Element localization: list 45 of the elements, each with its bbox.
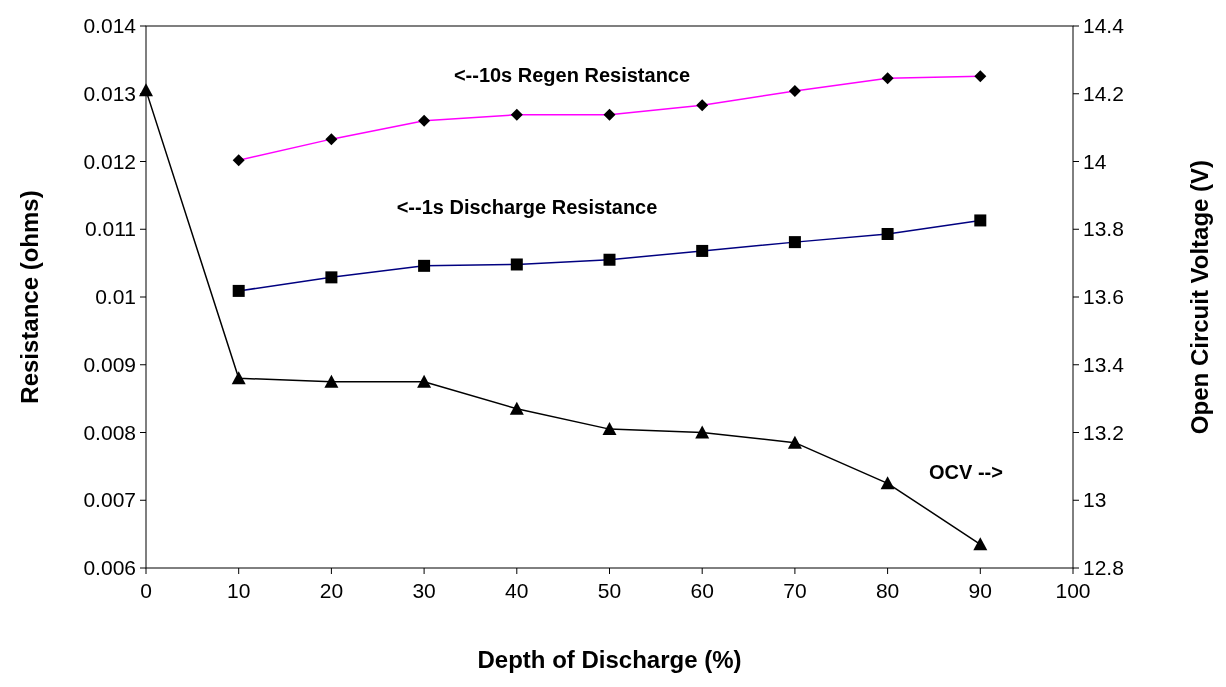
x-tick-label: 50 (597, 579, 622, 602)
point (787, 435, 802, 449)
x-tick-label: 100 (1055, 579, 1091, 602)
point (602, 422, 617, 436)
y2-tick-label: 13.6 (1083, 285, 1124, 308)
x-tick-label: 90 (968, 579, 992, 602)
y-tick-label: 0.01 (95, 285, 136, 308)
y-tick-label: 0.013 (83, 81, 136, 105)
y-tick-label: 0.006 (83, 556, 136, 579)
x-tick-label: 0 (140, 579, 152, 602)
y-tick-label: 0.007 (83, 488, 136, 512)
x-tick-label: 30 (412, 579, 436, 602)
point (231, 371, 246, 385)
point (973, 537, 988, 551)
y-tick-label: 0.014 (83, 14, 137, 37)
y-tick-label: 0.011 (85, 217, 136, 241)
x-tick-label: 60 (690, 579, 714, 602)
x-tick-label: 70 (783, 579, 807, 602)
y2-tick-label: 14.2 (1083, 81, 1124, 105)
y-axis-title: Resistance (ohms) (16, 190, 43, 404)
point (880, 476, 895, 490)
annotation: OCV --> (929, 461, 1003, 483)
point (139, 83, 153, 97)
y-tick-label: 0.009 (83, 352, 136, 376)
annotation: <--10s Regen Resistance (453, 64, 691, 86)
annotation: <--1s Discharge Resistance (396, 196, 658, 218)
y2-tick-label: 13.8 (1083, 217, 1124, 241)
y2-tick-label: 14 (1083, 149, 1107, 173)
point (417, 374, 432, 388)
y-tick-label: 0.008 (83, 420, 136, 444)
point (509, 401, 524, 415)
x-tick-label: 10 (227, 579, 251, 602)
y-tick-label: 0.012 (83, 149, 136, 173)
y2-tick-label: 12.8 (1083, 556, 1124, 579)
y2-axis-title: Open Circuit Voltage (V) (1186, 159, 1213, 435)
x-tick-label: 40 (505, 579, 529, 602)
x-tick-label: 80 (875, 579, 900, 602)
y2-tick-label: 13 (1083, 488, 1107, 512)
x-tick-label: 20 (319, 579, 344, 602)
x-axis-title: Depth of Discharge (%) (477, 646, 742, 673)
y2-tick-label: 13.2 (1083, 420, 1124, 444)
point (695, 425, 710, 439)
y2-tick-label: 14.4 (1083, 14, 1125, 37)
point (324, 374, 339, 388)
y2-tick-label: 13.4 (1083, 352, 1125, 376)
